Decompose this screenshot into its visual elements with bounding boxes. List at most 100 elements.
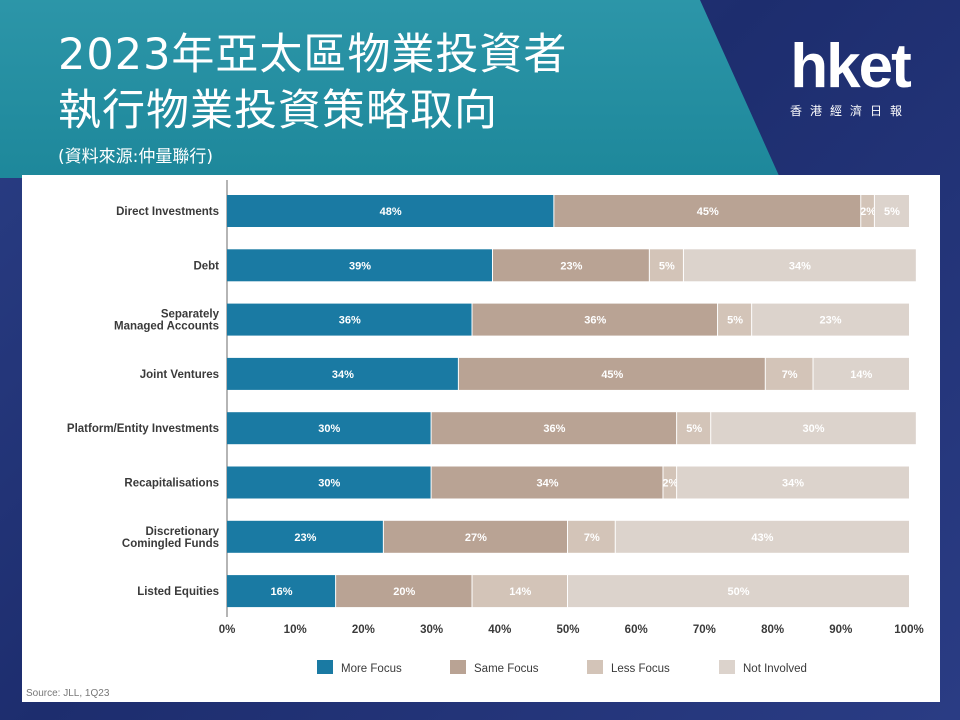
bar-segment [227, 412, 431, 445]
data-label: 14% [509, 586, 531, 598]
bar-segment [683, 249, 916, 282]
bar-segment [472, 303, 718, 336]
bar-segment [568, 520, 615, 553]
category-label: Platform/Entity Investments [67, 423, 219, 435]
bar-segment [458, 357, 765, 390]
bar-segment [711, 412, 916, 445]
data-label: 48% [380, 206, 402, 218]
data-label: 2% [662, 478, 678, 490]
legend-label: More Focus [341, 663, 402, 675]
data-label: 45% [697, 206, 719, 218]
bar-segment [615, 520, 909, 553]
x-tick-label: 0% [219, 624, 236, 636]
bar-segment [227, 249, 492, 282]
bar-segment [677, 412, 711, 445]
legend-swatch [719, 660, 735, 674]
stacked-bar-chart: Direct Investments 48% 45% 2% 5% Debt 39% 23% 5%… [26, 180, 924, 699]
data-label: 36% [584, 315, 606, 327]
bar-segment [649, 249, 683, 282]
category-label: Listed Equities [137, 586, 219, 598]
title-line-1: 2023年亞太區物業投資者 [58, 30, 568, 80]
data-label: 45% [601, 369, 623, 381]
legend-swatch [587, 660, 603, 674]
category-label: Recapitalisations [124, 478, 219, 490]
x-tick-label: 100% [894, 624, 923, 636]
data-label: 23% [294, 532, 316, 544]
data-label: 30% [803, 423, 825, 435]
bar-segment [336, 575, 472, 608]
data-label: 23% [560, 260, 582, 272]
data-label: 5% [686, 423, 702, 435]
bar-segment [227, 520, 383, 553]
data-label: 50% [727, 586, 749, 598]
data-label: 20% [393, 586, 415, 598]
data-label: 34% [789, 260, 811, 272]
data-label: 23% [820, 315, 842, 327]
bar-segment [861, 195, 874, 227]
title-banner [0, 0, 780, 178]
bar-segment [874, 195, 909, 227]
bar-segment [813, 357, 909, 390]
bar-segment [227, 575, 336, 608]
data-label: 16% [271, 586, 293, 598]
data-label: 5% [659, 260, 675, 272]
x-tick-label: 30% [420, 624, 443, 636]
x-tick-label: 80% [761, 624, 784, 636]
data-label: 36% [339, 315, 361, 327]
x-tick-label: 40% [488, 624, 511, 636]
chart-card: Direct Investments 48% 45% 2% 5% Debt 39% 23% 5%… [22, 175, 940, 702]
x-tick-label: 60% [625, 624, 648, 636]
bar-segment [227, 466, 431, 499]
x-tick-label: 10% [284, 624, 307, 636]
bar-segment [663, 466, 677, 499]
logo-wordmark: hket [790, 32, 911, 101]
x-tick-label: 20% [352, 624, 375, 636]
bar-segment [677, 466, 909, 499]
x-tick-label: 70% [693, 624, 716, 636]
category-label: Discretionary Comingled Funds [122, 526, 220, 550]
bar-segment [554, 195, 861, 227]
bar-segment [752, 303, 909, 336]
hket-logo: hket 香港經濟日報 [760, 36, 940, 119]
data-label: 34% [332, 369, 354, 381]
data-label: 30% [318, 478, 340, 490]
title-line-2: 執行物業投資策略取向 [58, 86, 498, 136]
bar-segment [492, 249, 649, 282]
data-label: 7% [584, 532, 600, 544]
source-note: Source: JLL, 1Q23 [26, 688, 110, 699]
legend-swatch [450, 660, 466, 674]
category-label: Joint Ventures [140, 369, 219, 381]
bar-segment [227, 195, 554, 227]
x-tick-label: 90% [829, 624, 852, 636]
legend-swatch [317, 660, 333, 674]
logo-subtitle: 香港經濟日報 [789, 104, 910, 118]
bar-segment [568, 575, 909, 608]
category-label: Separately Managed Accounts [114, 309, 220, 333]
bar-segment [227, 357, 458, 390]
bar-segment [431, 466, 663, 499]
data-label: 7% [782, 369, 798, 381]
data-label: 30% [318, 423, 340, 435]
title-source: (資料來源:仲量聯行) [58, 147, 213, 167]
data-label: 27% [465, 532, 487, 544]
bar-segment [227, 303, 472, 336]
category-label: Debt [193, 260, 219, 272]
bar-segment [431, 412, 677, 445]
data-label: 34% [537, 478, 559, 490]
legend-label: Less Focus [611, 663, 670, 675]
bar-segment [765, 357, 813, 390]
data-label: 39% [349, 260, 371, 272]
data-label: 5% [727, 315, 743, 327]
data-label: 36% [543, 423, 565, 435]
bar-segment [718, 303, 752, 336]
data-label: 43% [751, 532, 773, 544]
data-label: 5% [884, 206, 900, 218]
data-label: 2% [860, 206, 876, 218]
data-label: 34% [782, 478, 804, 490]
legend-label: Same Focus [474, 663, 539, 675]
bar-segment [472, 575, 567, 608]
legend-label: Not Involved [743, 663, 807, 675]
x-tick-label: 50% [556, 624, 579, 636]
bar-segment [383, 520, 567, 553]
data-label: 14% [850, 369, 872, 381]
